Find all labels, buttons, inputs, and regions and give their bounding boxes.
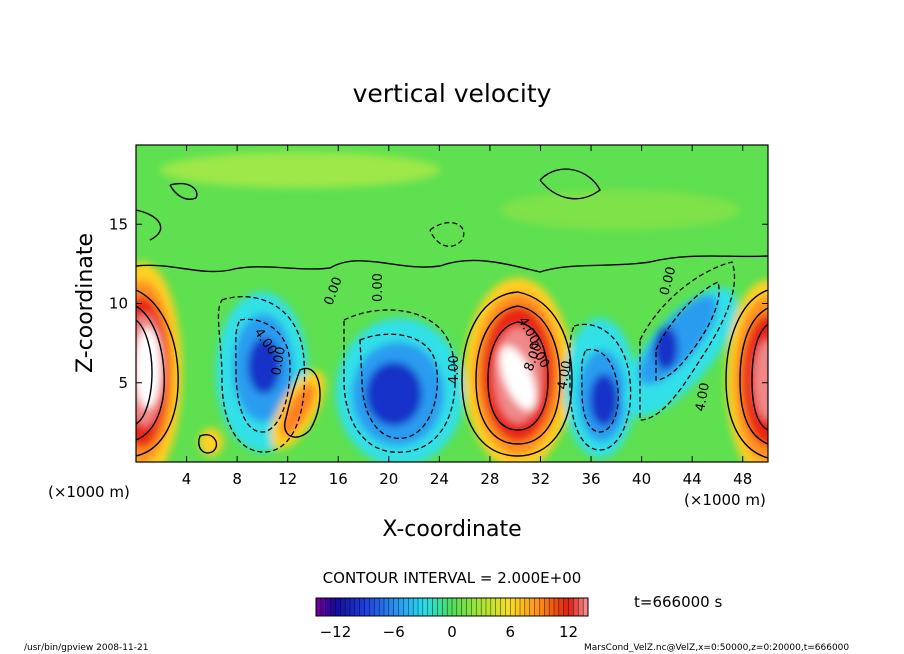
colorbar-cell <box>432 597 438 617</box>
colorbar-cell <box>374 597 380 617</box>
x-tick-label: 4 <box>182 470 192 488</box>
colorbar-cell <box>466 597 472 617</box>
colorbar-cell <box>330 597 336 617</box>
contour-label: 4.00 <box>693 382 713 413</box>
colorbar-cell <box>364 597 370 617</box>
colorbar-cell <box>548 597 555 617</box>
colorbar-cell <box>534 597 540 617</box>
colorbar-cell <box>354 597 361 617</box>
contour-label: 4.00 <box>555 360 575 391</box>
colorbar-cell <box>446 597 453 617</box>
colorbar-cell <box>412 597 419 617</box>
colorbar-cell <box>320 597 327 617</box>
y-axis-label: Z-coordinate <box>73 233 98 373</box>
colorbar-cell <box>388 597 395 617</box>
colorbar-cell <box>568 597 574 617</box>
contour-label: 0.00 <box>657 265 679 297</box>
colorbar-cell <box>485 597 492 617</box>
y-tick-label: 5 <box>118 374 128 392</box>
colorbar-tick-label: −12 <box>320 623 352 641</box>
contour-label: 0.00 <box>371 273 386 302</box>
footer-right: MarsCond_VelZ.nc@VelZ,x=0:50000,z=0:2000… <box>584 643 849 653</box>
colorbar-cell <box>563 597 570 617</box>
negative-contours <box>217 221 736 453</box>
time-label: t=666000 s <box>634 593 722 611</box>
colorbar-cell <box>359 597 366 617</box>
colorbar-cell <box>315 597 322 617</box>
colorbar-cell <box>349 597 356 617</box>
x-tick-label: 28 <box>480 470 499 488</box>
x-axis-label: X-coordinate <box>382 517 521 542</box>
colorbar-cell <box>456 597 463 617</box>
footer-left: /usr/bin/gpview 2008-11-21 <box>24 643 148 653</box>
x-tick-label: 24 <box>430 470 449 488</box>
x-tick-label: 16 <box>329 470 348 488</box>
colorbar-cell <box>524 597 531 617</box>
colorbar-cell <box>490 597 497 617</box>
colorbar-cell <box>461 597 468 617</box>
colorbar-cell <box>573 597 579 617</box>
colorbar-frame <box>315 597 589 617</box>
x-axis: 4 8 12 16 20 24 28 32 36 40 44 48 <box>182 145 752 488</box>
chart-title: vertical velocity <box>353 79 552 108</box>
colorbar-cell <box>408 597 414 617</box>
colorbar-cell <box>578 597 584 617</box>
colorbar-cell <box>500 597 506 617</box>
colorbar-cell <box>427 597 434 617</box>
colorbar-cell <box>529 597 536 617</box>
x-unit-left: (×1000 m) <box>48 483 130 501</box>
colorbar-cell <box>480 597 487 617</box>
colorbar-cell <box>340 597 346 617</box>
colorbar-cell <box>519 597 526 617</box>
colorbar-cell <box>476 597 482 617</box>
x-tick-label: 32 <box>531 470 550 488</box>
y-tick-label: 15 <box>109 215 128 233</box>
colorbar-cell <box>325 597 332 617</box>
x-tick-label: 48 <box>733 470 752 488</box>
colorbar-cell <box>495 597 502 617</box>
colorbar-cell <box>558 597 565 617</box>
colorbar-cell <box>539 597 545 617</box>
x-tick-label: 8 <box>232 470 242 488</box>
colorbar-cell <box>369 597 375 617</box>
x-tick-label: 20 <box>379 470 398 488</box>
colorbar-cell <box>383 597 390 617</box>
colorbar-cell <box>505 597 511 617</box>
contour-lines <box>136 168 768 459</box>
colorbar-tick-label: 6 <box>506 623 516 641</box>
colorbar-tick-label: 0 <box>447 623 457 641</box>
colorbar-tick-label: −6 <box>383 623 405 641</box>
colorbar-cell <box>451 597 458 617</box>
colorbar <box>315 597 589 617</box>
x-tick-label: 40 <box>632 470 651 488</box>
colorbar-cell <box>442 597 448 617</box>
contour-label: 4.00 <box>447 355 462 384</box>
colorbar-ticks: −12 −6 0 6 12 <box>320 623 579 641</box>
colorbar-cell <box>344 597 351 617</box>
x-tick-label: 36 <box>581 470 600 488</box>
y-axis: 5 10 15 <box>109 215 768 392</box>
colorbar-cell <box>403 597 409 617</box>
colorbar-cell <box>471 597 477 617</box>
colorbar-cell <box>422 597 429 617</box>
contour-interval: CONTOUR INTERVAL = 2.000E+00 <box>323 569 582 587</box>
colorbar-cell <box>510 597 516 617</box>
colorbar-cell <box>335 597 341 617</box>
colorbar-cell <box>553 597 560 617</box>
colorbar-cell <box>514 597 521 617</box>
colorbar-cell <box>378 597 385 617</box>
colorbar-cell <box>393 597 400 617</box>
colorbar-cell <box>417 597 424 617</box>
colorbar-cell <box>437 597 443 617</box>
colorbar-tick-label: 12 <box>559 623 578 641</box>
x-unit-right: (×1000 m) <box>684 491 766 509</box>
y-tick-label: 10 <box>109 295 128 313</box>
plot-field: 4.00 0.00 0.00 0.00 4.00 4.00 0.00 8.00 … <box>136 145 768 462</box>
x-tick-label: 12 <box>278 470 297 488</box>
colorbar-cell <box>398 597 404 617</box>
colorbar-cell <box>544 597 550 617</box>
contour-label: 0.00 <box>269 346 289 377</box>
x-tick-label: 44 <box>683 470 702 488</box>
